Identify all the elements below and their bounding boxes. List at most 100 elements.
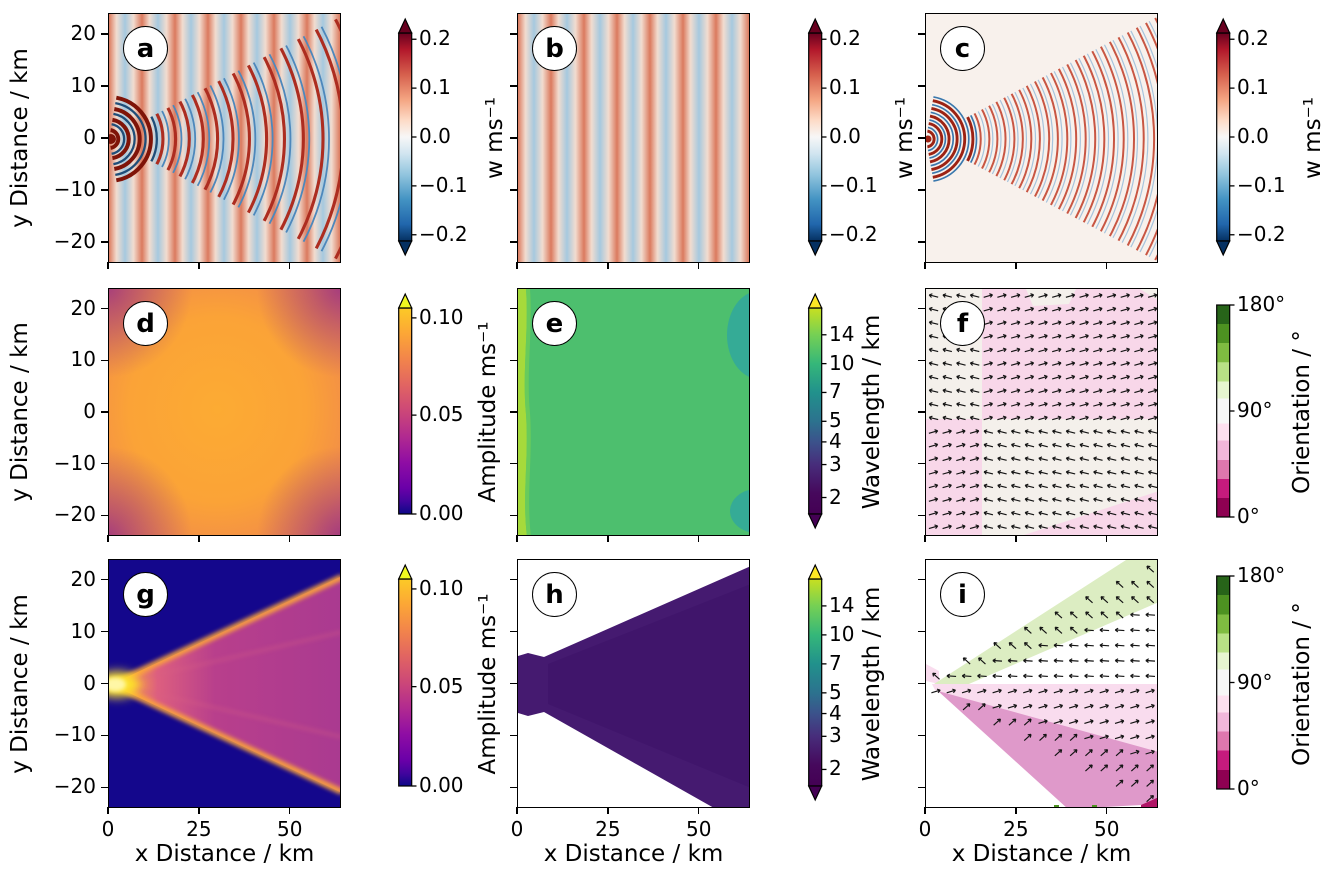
y-tick-label: 0 [83,399,96,423]
panel-b: b [517,13,750,263]
colorbar-axis-label-text: Wavelength / km [859,314,885,510]
y-axis-label-text: y Distance / km [7,48,33,228]
colorbar-tick-label: 180° [1237,563,1286,587]
y-tick-mark [510,241,517,243]
colorbar-tick-label: 0.1 [829,75,861,100]
colorbar-wav-e [807,292,827,530]
colorbar-tick-label: 2 [829,484,842,509]
colorbar-w-b [807,17,827,257]
y-tick-mark [918,630,925,633]
colorbar-tick-label: 7 [829,379,842,404]
x-tick-mark [516,535,518,542]
colorbar-axis-label-text: Wavelength / km [859,586,885,781]
colorbar-tick-label: 10 [829,350,855,375]
panel-c-plot [926,16,1157,262]
x-tick-label: 50 [277,817,303,841]
y-tick-mark [918,578,925,581]
y-tick-label: 10 [70,347,96,372]
x-tick-label: 25 [1003,817,1029,841]
colorbar-axis-label-text: Orientation / ° [1289,330,1315,494]
panel-i: i [925,559,1158,808]
y-tick-label: 0 [83,670,96,695]
colorbar-axis-label-text: w ms⁻¹ [1300,97,1326,179]
x-tick-mark [1015,807,1017,814]
colorbar-tick-label: 0.05 [419,673,464,698]
panel-letter-e: e [532,301,577,346]
y-tick-mark [510,307,517,310]
x-tick-label: 50 [1094,817,1120,841]
x-tick-mark [198,807,200,814]
y-tick-mark [510,33,517,35]
y-tick-mark [918,462,925,465]
x-axis-label: x Distance / km [951,841,1132,867]
x-tick-mark [924,807,926,814]
panel-a-plot [109,16,340,262]
panel-letter-d: d [123,301,168,346]
x-tick-mark [516,262,518,269]
y-tick-mark [510,578,517,581]
panel-h: h [517,559,750,808]
colorbar-tick-label: 0.10 [419,304,464,329]
colorbar-tick-label: 7 [829,650,842,675]
colorbar-amp-d [397,292,417,515]
colorbar-tick-label: −0.1 [829,172,878,197]
y-tick-mark [918,85,925,87]
x-tick-label: 25 [186,817,212,841]
y-tick-mark [510,786,517,788]
colorbar-tick-label: −0.2 [829,221,878,246]
x-tick-mark [1015,535,1017,542]
x-tick-mark [1105,535,1108,542]
y-tick-mark [101,462,108,465]
y-tick-mark [101,85,108,87]
x-tick-mark [607,262,609,269]
colorbar-w-a [397,17,417,257]
y-tick-label: 20 [70,295,96,320]
colorbar-axis-label-text: Orientation / ° [1289,601,1315,766]
y-tick-mark [918,514,925,517]
panel-a: a [108,13,341,263]
x-tick-mark [288,807,291,814]
colorbar-tick-label: 14 [829,592,855,617]
x-tick-mark [198,262,200,269]
y-tick-mark [510,630,517,633]
colorbar-tick-label: −0.2 [1237,221,1286,246]
x-tick-mark [1105,262,1108,269]
panel-letter-g: g [123,572,168,617]
x-tick-mark [924,262,926,269]
colorbar-tick-label: 3 [829,451,842,476]
panel-c: c [925,13,1158,263]
colorbar-tick-label: 90° [1237,398,1273,422]
colorbar-tick-label: 0.05 [419,402,464,427]
colorbar-tick-label: 0.00 [419,501,464,525]
colorbar-tick-label: 0.0 [419,124,451,148]
colorbar-ori-f [1216,304,1235,518]
y-tick-label: 10 [70,618,96,643]
colorbar-tick-label: 4 [829,700,842,725]
panel-letter-c: c [940,26,985,71]
y-tick-mark [101,241,108,243]
y-tick-label: −20 [53,229,96,254]
y-tick-label: −10 [53,450,96,475]
y-tick-mark [918,33,925,35]
x-tick-label: 0 [101,817,115,841]
panel-d: d [108,288,341,536]
x-tick-mark [1105,807,1108,814]
y-tick-mark [918,734,925,737]
x-tick-mark [697,807,700,814]
y-tick-mark [918,189,925,191]
y-tick-mark [510,189,517,191]
y-tick-mark [918,786,925,788]
y-tick-label: −10 [53,177,96,202]
colorbar-tick-label: 0.2 [419,26,451,51]
colorbar-axis-label-text: Amplitude ms⁻¹ [475,593,501,774]
y-tick-mark [918,137,925,139]
x-tick-mark [607,535,609,542]
y-tick-mark [510,514,517,517]
panel-e: e [517,288,750,536]
colorbar-tick-label: −0.1 [1237,172,1286,197]
y-axis-label-text: y Distance / km [7,322,33,502]
y-tick-mark [510,85,517,87]
x-tick-mark [107,262,109,269]
y-tick-mark [101,786,108,788]
